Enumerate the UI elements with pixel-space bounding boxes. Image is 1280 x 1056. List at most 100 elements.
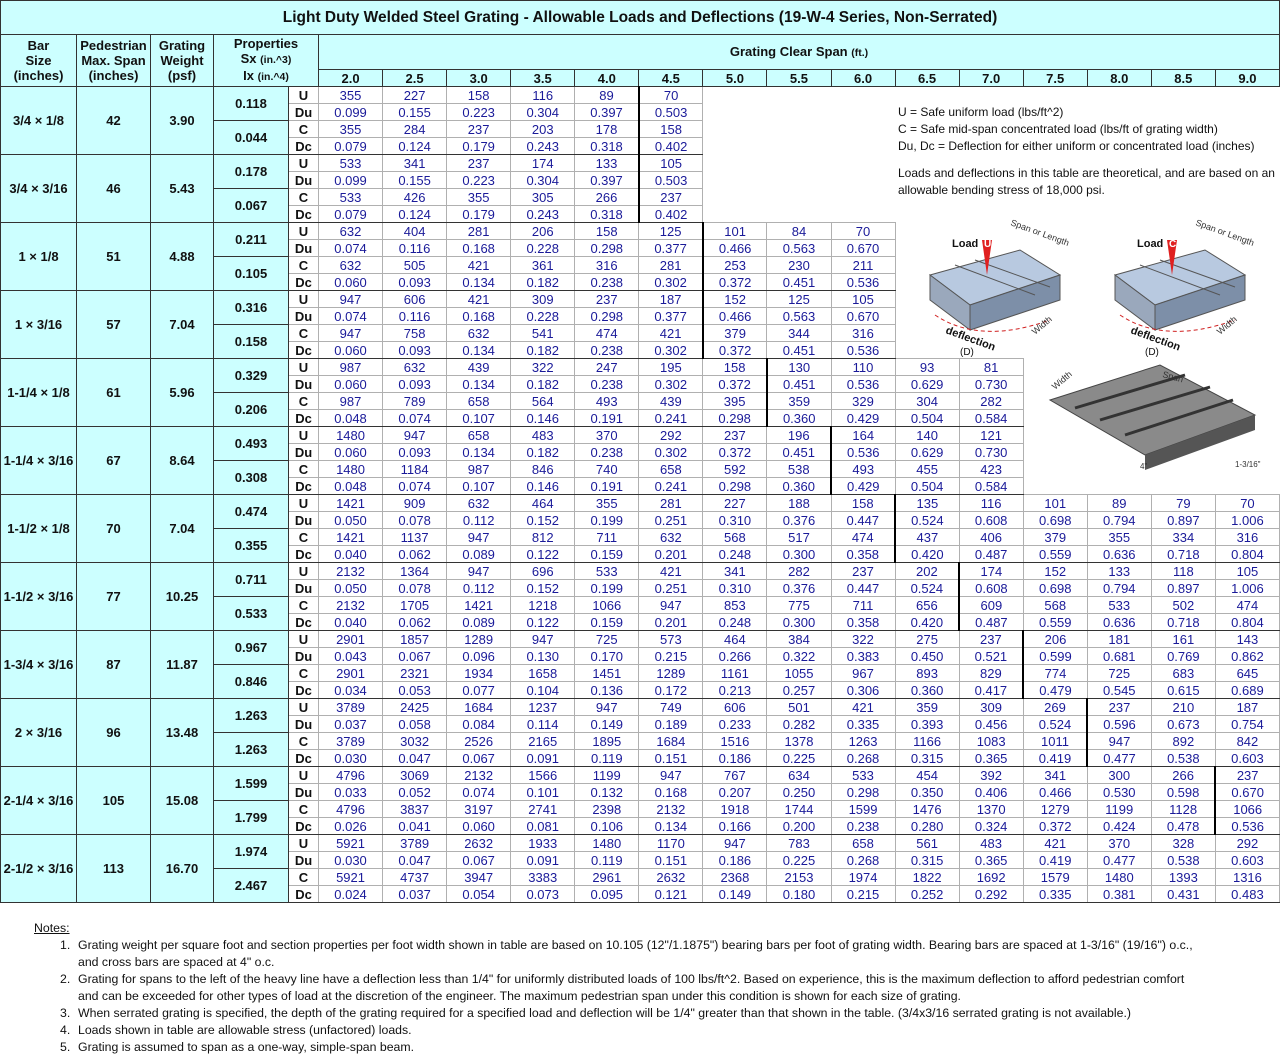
value-cell: 247: [574, 358, 640, 376]
value-cell: 0.280: [894, 817, 960, 835]
value-cell: 202: [894, 562, 961, 580]
value-cell: 0.052: [382, 783, 448, 801]
note-body: Loads shown in table are allowable stres…: [78, 1022, 412, 1039]
load-label: Du: [288, 783, 319, 801]
empty-cell: [766, 137, 831, 155]
weight: 13.48: [150, 698, 214, 767]
value-cell: 0.608: [958, 579, 1024, 597]
value-cell: 464: [702, 630, 768, 648]
empty-cell: [831, 171, 896, 189]
value-cell: 0.447: [830, 579, 896, 597]
weight: 7.04: [150, 290, 214, 359]
value-cell: 0.168: [446, 239, 512, 257]
value-cell: 211: [830, 256, 896, 274]
data-row: 2-1/2 × 3/16 113 16.70 1.974 U 5921 3789 2632 19…: [0, 834, 1280, 903]
value-cell: 3789: [317, 698, 384, 716]
table-title: Light Duty Welded Steel Grating - Allowa…: [0, 0, 1280, 35]
load-label: Dc: [288, 137, 319, 155]
pedestrian-header: Pedestrian Max. Span (inches): [76, 34, 151, 87]
value-cell: 237: [1086, 698, 1152, 716]
value-cell: 282: [958, 392, 1024, 410]
empty-cell: [959, 120, 1024, 138]
data-row: 1-1/2 × 3/16 77 10.25 0.711 U 2132 1364 947 696 5…: [0, 562, 1280, 631]
weight: 8.64: [150, 426, 214, 495]
value-cell: 89: [574, 86, 640, 104]
bar-size: 2-1/2 × 3/16: [0, 834, 77, 903]
ix-value: 1.263: [213, 732, 289, 767]
value-cell: 0.146: [510, 409, 576, 427]
value-cell: 656: [894, 596, 961, 614]
load-label: Load: [952, 238, 978, 250]
value-cell: 0.300: [766, 545, 832, 563]
value-cell: 0.257: [766, 681, 832, 699]
value-cell: 0.447: [830, 511, 897, 529]
data-row: 2-1/4 × 3/16 105 15.08 1.599 U 4796 3069 2132 15…: [0, 766, 1280, 835]
value-cell: 178: [574, 120, 640, 138]
value-cell: 2165: [510, 732, 576, 750]
value-cell: 316: [1214, 528, 1280, 546]
value-cell: 0.067: [446, 851, 512, 869]
value-cell: 0.124: [382, 205, 448, 223]
value-cell: 158: [574, 222, 640, 240]
value-cell: 1934: [446, 664, 512, 682]
load-label: U: [288, 154, 319, 172]
value-cell: 606: [382, 290, 448, 308]
value-cell: 0.200: [766, 817, 832, 835]
load-label: Dc: [288, 885, 319, 903]
note-number: 2.: [60, 972, 71, 986]
value-cell: 0.420: [894, 545, 960, 563]
data-row: Du 0.099 0.155 0.223 0.304 0.397 0.503: [1, 171, 1280, 189]
note-line: Grating for spans to the left of the hea…: [78, 972, 1185, 986]
value-cell: 0.074: [317, 307, 384, 325]
value-cell: 749: [638, 698, 704, 716]
ix-value: 0.533: [213, 596, 289, 631]
value-cell: 89: [1086, 494, 1152, 512]
value-cell: 0.067: [446, 749, 512, 767]
value-cell: 0.350: [894, 783, 960, 801]
value-cell: 0.074: [382, 409, 448, 427]
ix-value: 0.206: [213, 392, 289, 427]
value-cell: 0.215: [830, 885, 896, 903]
ix-value: 0.067: [213, 188, 289, 223]
value-cell: 0.047: [382, 851, 448, 869]
value-cell: 370: [1086, 834, 1152, 852]
value-cell: 0.804: [1214, 545, 1280, 563]
value-cell: 2132: [446, 766, 512, 784]
value-cell: 5921: [317, 834, 384, 852]
data-row: 3/4 × 1/8 42 3.90 0.118 U 355 227 158 116 89 70: [0, 86, 1280, 155]
value-cell: 573: [638, 630, 704, 648]
value-cell: 230: [766, 256, 832, 274]
value-cell: 683: [1150, 664, 1216, 682]
ix-value: 0.846: [213, 664, 289, 699]
value-cell: 237: [958, 630, 1025, 648]
value-cell: 533: [1086, 596, 1152, 614]
value-cell: 0.479: [1022, 681, 1088, 699]
empty-cell: [702, 120, 767, 138]
value-cell: 1137: [382, 528, 448, 546]
empty-cell: [895, 205, 960, 223]
value-cell: 0.078: [382, 511, 448, 529]
empty-cell: [1215, 307, 1280, 325]
value-cell: 1263: [830, 732, 896, 750]
value-cell: 0.201: [638, 613, 704, 631]
value-cell: 0.104: [510, 681, 576, 699]
value-cell: 2321: [382, 664, 448, 682]
value-cell: 0.304: [510, 171, 576, 189]
value-cell: 421: [638, 562, 704, 580]
empty-cell: [1215, 341, 1280, 359]
value-cell: 1895: [574, 732, 640, 750]
value-cell: 2425: [382, 698, 448, 716]
sx-value: 0.118: [213, 86, 289, 121]
header-row: Bar Size (inches) Pedestrian Max. Span (inche…: [0, 34, 1280, 87]
value-cell: 0.603: [1214, 749, 1280, 767]
value-cell: 561: [894, 834, 960, 852]
value-cell: 0.037: [382, 885, 448, 903]
value-cell: 0.248: [702, 545, 768, 563]
value-cell: 0.360: [766, 477, 833, 495]
span-value: 8.5: [1150, 69, 1216, 87]
data-row: Du 0.030 0.047 0.067 0.091 0.119 0.151 0.186 0.2…: [1, 851, 1280, 869]
value-cell: 0.302: [638, 375, 704, 393]
value-cell: 2901: [317, 630, 384, 648]
value-cell: 0.182: [510, 341, 576, 359]
value-cell: 658: [638, 460, 704, 478]
